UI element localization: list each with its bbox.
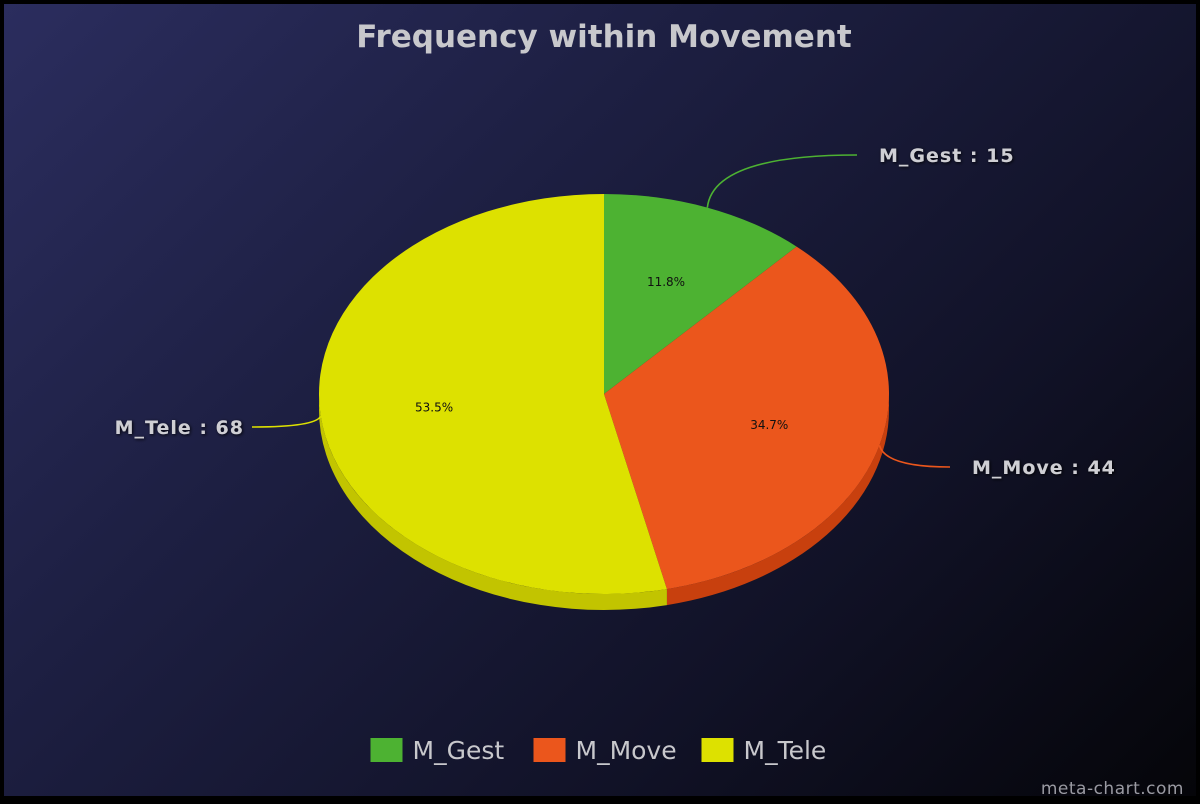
- legend-swatch-m-move: [533, 738, 566, 762]
- pie-slice-m-move[interactable]: [604, 246, 889, 590]
- callouts: M_Gest : 15 M_Move : 44 M_Tele : 68: [115, 145, 1116, 479]
- legend: M_Gest M_Move M_Tele: [370, 736, 827, 765]
- percent-label-m-move: 34.7%: [750, 418, 788, 432]
- percent-labels: 11.8% 34.7% 53.5%: [415, 275, 788, 432]
- callout-label-m-tele: M_Tele : 68: [115, 417, 244, 439]
- legend-item-m-move[interactable]: M_Move: [533, 736, 677, 765]
- callout-line-m-move: [878, 445, 951, 468]
- legend-swatch-m-gest: [370, 738, 403, 762]
- percent-label-m-tele: 53.5%: [415, 400, 453, 414]
- callout-line-m-tele: [251, 415, 322, 428]
- legend-item-m-gest[interactable]: M_Gest: [370, 736, 505, 765]
- pie-slice-m-gest[interactable]: [604, 194, 797, 394]
- legend-label-m-move: M_Move: [576, 736, 677, 765]
- callout-label-m-move: M_Move : 44: [972, 457, 1116, 479]
- legend-label-m-gest: M_Gest: [413, 736, 505, 765]
- pie-side-m-move: [666, 394, 889, 606]
- pie-chart: Frequency within Movement 11.8% 34.7% 53.5…: [115, 19, 1184, 799]
- callout-label-m-gest: M_Gest : 15: [879, 145, 1015, 167]
- pie-slices: [318, 194, 889, 595]
- pie-slice-m-tele[interactable]: [318, 194, 667, 595]
- callout-line-m-gest: [706, 154, 858, 208]
- legend-swatch-m-tele: [701, 738, 734, 762]
- legend-label-m-tele: M_Tele: [744, 736, 827, 765]
- chart-title: Frequency within Movement: [356, 19, 852, 55]
- watermark: meta-chart.com: [1041, 779, 1184, 799]
- percent-label-m-gest: 11.8%: [647, 275, 685, 289]
- pie-depth: [319, 394, 889, 610]
- legend-item-m-tele[interactable]: M_Tele: [701, 736, 827, 765]
